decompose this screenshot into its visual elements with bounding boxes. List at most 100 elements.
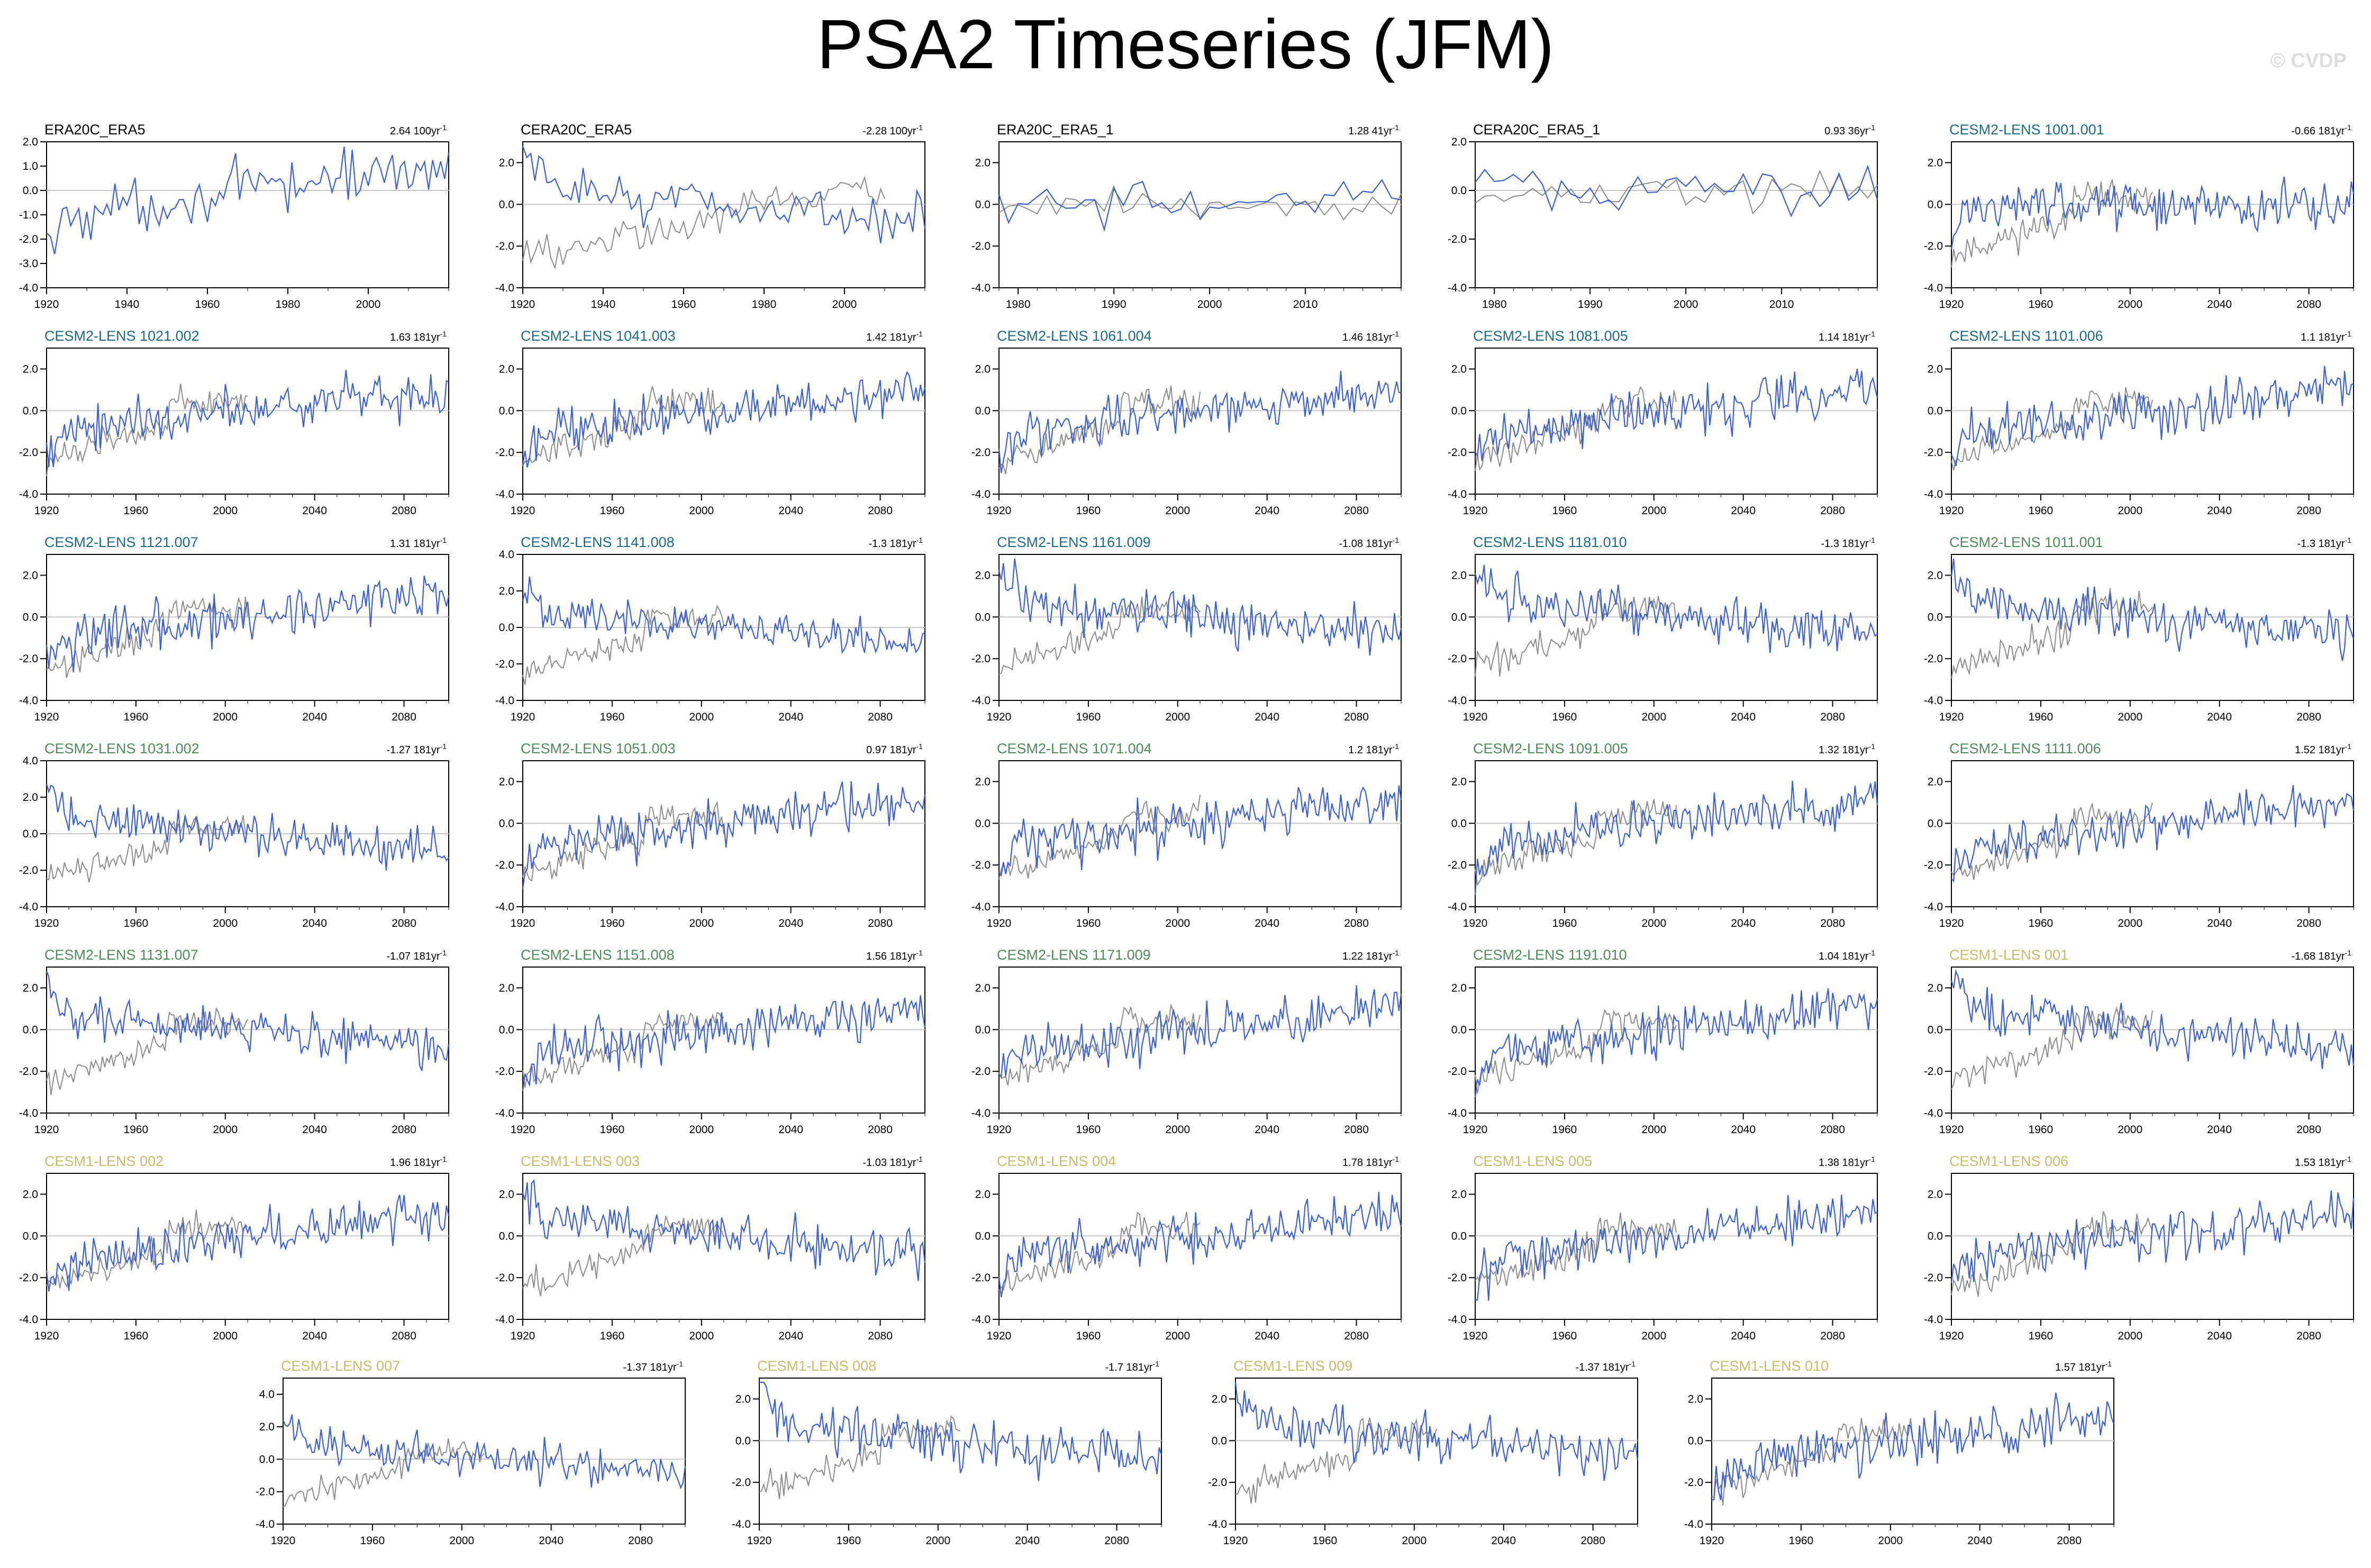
x-tick-label: 2000 — [1165, 505, 1190, 517]
y-tick-label: 0.0 — [975, 817, 991, 829]
x-tick-label: 1960 — [1076, 1124, 1101, 1136]
plot-frame — [46, 967, 449, 1114]
trend-unit-exponent: -1 — [1629, 1360, 1636, 1368]
obs-series-line — [998, 1211, 1201, 1291]
x-tick-label: 1920 — [987, 917, 1012, 929]
panel: CESM2-LENS 1181.010 -1.3 181yr-1 2.0 0.0 -2.… — [1448, 534, 1878, 723]
x-tick-label: 1980 — [1482, 298, 1507, 311]
panel-title: CESM2-LENS 1181.010 — [1473, 534, 1627, 550]
plot-frame — [998, 141, 1402, 288]
panel-title: CESM2-LENS 1001.001 — [1949, 122, 2104, 138]
y-tick-label: 2.0 — [975, 1188, 991, 1200]
x-tick-label: 2040 — [2207, 917, 2232, 929]
x-tick-label: 2000 — [356, 298, 381, 311]
trend-unit-exponent: -1 — [2345, 123, 2352, 132]
model-series-line — [759, 1381, 1162, 1481]
y-tick-label: -1.0 — [19, 209, 38, 221]
panel-title: CESM2-LENS 1161.009 — [997, 534, 1151, 550]
x-tick-label: 1920 — [1939, 711, 1964, 723]
y-tick-label: 2.0 — [975, 569, 991, 581]
y-tick-label: -2.0 — [1924, 1065, 1943, 1078]
y-tick-label: -3.0 — [19, 258, 38, 270]
plot-frame — [1951, 967, 2354, 1114]
panel-title: CESM2-LENS 1101.006 — [1949, 328, 2103, 344]
y-tick-label: 0.0 — [1928, 405, 1943, 417]
y-tick-label: 4.0 — [23, 755, 38, 767]
x-tick-label: 2000 — [1165, 1330, 1190, 1342]
x-tick-label: 1960 — [1552, 917, 1577, 929]
y-tick-label: -2.0 — [495, 658, 514, 670]
x-tick-label: 1920 — [511, 917, 535, 929]
x-tick-label: 1960 — [2029, 1124, 2054, 1136]
model-series-line — [1950, 558, 2355, 661]
y-tick-label: -4.0 — [19, 695, 38, 707]
y-tick-label: -2.0 — [19, 1272, 38, 1284]
x-tick-label: 2080 — [628, 1535, 653, 1547]
x-tick-label: 2000 — [925, 1535, 950, 1547]
y-tick-label: 0.0 — [259, 1453, 275, 1465]
x-tick-label: 1920 — [511, 1124, 535, 1136]
plot-frame — [998, 1173, 1402, 1320]
trend-label: 1.04 181yr-1 — [1819, 949, 1875, 962]
panel-title: CESM1-LENS 007 — [281, 1358, 400, 1374]
x-tick-label: 2000 — [213, 505, 238, 517]
obs-series-line — [46, 1007, 248, 1096]
x-tick-label: 1960 — [2029, 917, 2054, 929]
y-tick-label: 2.0 — [1688, 1393, 1703, 1405]
x-tick-label: 1960 — [360, 1535, 385, 1547]
plot-frame — [1235, 1378, 1638, 1525]
obs-series-line — [998, 795, 1201, 880]
obs-series-line — [1235, 1417, 1437, 1504]
panel: ERA20C_ERA5_1 1.28 41yr-1 2.0 0.0 -2.0 -4.0 19… — [971, 122, 1402, 311]
y-tick-label: 0.0 — [23, 185, 38, 197]
panel-title: CESM1-LENS 006 — [1949, 1153, 2068, 1169]
y-tick-label: -4.0 — [19, 1107, 38, 1119]
x-tick-label: 2000 — [1165, 1124, 1190, 1136]
x-tick-label: 2080 — [392, 1330, 416, 1342]
obs-series-line — [46, 1209, 248, 1289]
x-tick-label: 2040 — [778, 1330, 803, 1342]
obs-series-line — [1951, 588, 2153, 679]
x-tick-label: 2080 — [1820, 711, 1845, 723]
y-tick-label: 4.0 — [259, 1389, 275, 1401]
obs-series-line — [1475, 799, 1677, 887]
y-tick-label: -4.0 — [1924, 1314, 1943, 1326]
x-tick-label: 2000 — [2118, 711, 2142, 723]
x-tick-label: 2040 — [1491, 1535, 1516, 1547]
x-tick-label: 1920 — [34, 505, 59, 517]
y-tick-label: 0.0 — [975, 198, 991, 211]
obs-series-line — [998, 596, 1201, 674]
obs-series-line — [1951, 387, 2153, 471]
y-tick-label: 0.0 — [975, 405, 991, 417]
x-tick-label: 2080 — [868, 505, 893, 517]
x-tick-label: 1960 — [195, 298, 220, 311]
trend-label: 1.38 181yr-1 — [1819, 1155, 1875, 1169]
obs-series-line — [283, 1438, 485, 1508]
x-tick-label: 2040 — [778, 711, 803, 723]
x-tick-label: 2000 — [1641, 1124, 1666, 1136]
x-tick-label: 1920 — [747, 1535, 772, 1547]
y-tick-label: -2.0 — [1924, 446, 1943, 459]
panel: CESM2-LENS 1121.007 1.31 181yr-1 2.0 0.0 -2.… — [19, 534, 450, 723]
y-tick-label: -2.0 — [1448, 653, 1467, 665]
panel: CESM1-LENS 001 -1.68 181yr-1 2.0 0.0 -2.0 -4.… — [1924, 947, 2355, 1136]
trend-unit-exponent: -1 — [677, 1360, 684, 1368]
model-series-line — [46, 783, 449, 871]
y-tick-label: 2.0 — [1212, 1393, 1227, 1405]
model-series-line — [46, 1195, 450, 1292]
y-tick-label: 0.0 — [1451, 1230, 1467, 1242]
y-tick-label: -4.0 — [1924, 901, 1943, 913]
trend-label: 0.93 36yr-1 — [1824, 123, 1875, 137]
panel: CESM2-LENS 1031.002 -1.27 181yr-1 4.0 2.0 0.… — [19, 741, 449, 929]
y-tick-label: 2.0 — [499, 1188, 514, 1200]
panel-title: CESM2-LENS 1061.004 — [997, 328, 1152, 344]
x-tick-label: 1920 — [34, 298, 59, 311]
panel: CESM1-LENS 009 -1.37 181yr-1 2.0 0.0 -2.0 -4.… — [1208, 1358, 1639, 1547]
model-series-line — [998, 785, 1402, 877]
x-tick-label: 2040 — [539, 1535, 564, 1547]
obs-series-line — [46, 384, 248, 477]
y-tick-label: -4.0 — [19, 901, 38, 913]
y-tick-label: 2.0 — [499, 776, 514, 788]
obs-series-line — [998, 1003, 1201, 1086]
